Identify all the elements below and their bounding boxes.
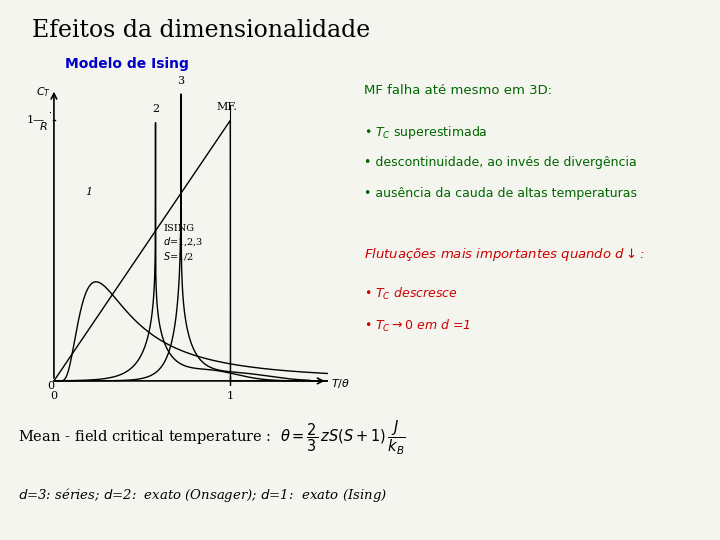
Text: • ausência da cauda de altas temperaturas: • ausência da cauda de altas temperatura… bbox=[364, 187, 636, 200]
Text: MF.: MF. bbox=[217, 102, 238, 112]
Text: ISING
$d$=1,2,3
$S$=1/2: ISING $d$=1,2,3 $S$=1/2 bbox=[163, 225, 204, 262]
Text: 1—: 1— bbox=[27, 115, 45, 125]
Text: $d$=3: séries; $d$=2:  exato (Onsager); $d$=1:  exato (Ising): $d$=3: séries; $d$=2: exato (Onsager); $… bbox=[18, 486, 387, 504]
Text: • $T_C$ descresce: • $T_C$ descresce bbox=[364, 286, 457, 302]
Text: 0: 0 bbox=[47, 381, 54, 391]
Text: • $T_C \rightarrow 0$ em $d$ =1: • $T_C \rightarrow 0$ em $d$ =1 bbox=[364, 318, 471, 334]
Text: $R$: $R$ bbox=[39, 120, 48, 132]
Text: 1: 1 bbox=[227, 392, 234, 401]
Text: 2: 2 bbox=[152, 104, 159, 114]
Text: • $T_C$ superestimada: • $T_C$ superestimada bbox=[364, 124, 487, 141]
Text: 3: 3 bbox=[177, 76, 184, 86]
Text: 0: 0 bbox=[50, 392, 58, 401]
Text: MF falha até mesmo em 3D:: MF falha até mesmo em 3D: bbox=[364, 84, 552, 97]
Text: Efeitos da dimensionalidade: Efeitos da dimensionalidade bbox=[32, 19, 371, 42]
Text: $T/\theta$: $T/\theta$ bbox=[331, 377, 350, 390]
Text: Modelo de Ising: Modelo de Ising bbox=[65, 57, 189, 71]
Text: • descontinuidade, ao invés de divergência: • descontinuidade, ao invés de divergênc… bbox=[364, 156, 636, 168]
Text: Flutuações mais importantes quando $d\downarrow$:: Flutuações mais importantes quando $d\do… bbox=[364, 246, 644, 262]
Text: 1: 1 bbox=[86, 187, 92, 197]
Text: Mean - field critical temperature :  $\theta = \dfrac{2}{3}\, zS(S+1)\, \dfrac{J: Mean - field critical temperature : $\th… bbox=[18, 418, 405, 457]
Text: $C_T$: $C_T$ bbox=[36, 85, 51, 99]
